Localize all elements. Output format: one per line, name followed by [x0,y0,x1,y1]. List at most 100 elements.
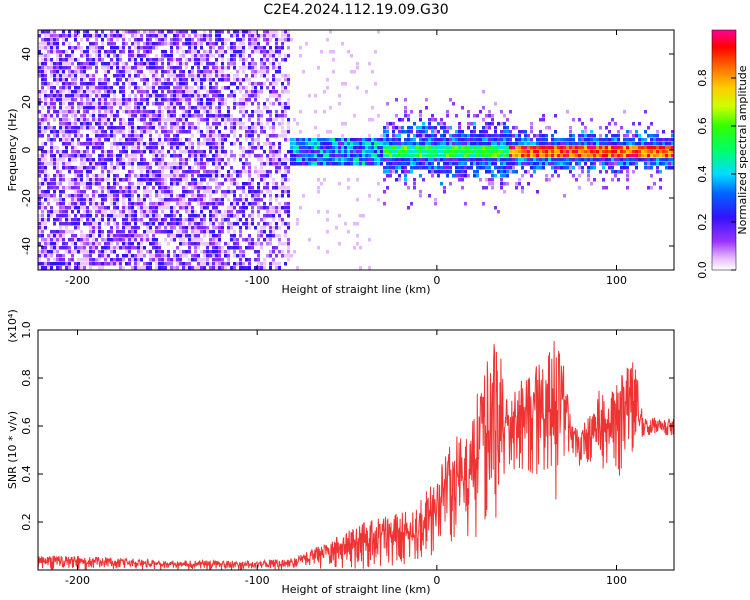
spectrogram-cell [134,190,137,194]
spectrogram-cell [275,66,278,70]
spectrogram-cell [107,138,110,142]
spectrogram-cell [179,146,182,150]
spectrogram-cell [200,42,203,46]
spectrogram-cell [89,42,92,46]
spectrogram-cell [437,162,440,166]
spectrogram-cell [452,154,455,158]
spectrogram-cell [500,110,503,114]
spectrogram-cell [554,166,557,170]
spectrogram-cell [95,162,98,166]
spectrogram-cell [215,110,218,114]
spectrogram-cell [137,50,140,54]
spectrogram-cell [200,98,203,102]
spectrogram-cell [629,158,632,162]
spectrogram-cell [599,126,602,130]
spectrogram-cell [152,86,155,90]
spectrogram-cell [143,110,146,114]
spectrogram-cell [56,74,59,78]
spectrogram-cell [245,266,248,270]
spectrogram-cell [269,162,272,166]
spectrogram-cell [38,154,41,158]
spectrogram-cell [392,146,395,150]
spectrogram-cell [494,174,497,178]
spectrogram-cell [86,134,89,138]
spectrogram-cell [89,182,92,186]
spectrogram-cell [59,198,62,202]
spectrogram-cell [47,118,50,122]
spectrogram-cell [128,170,131,174]
spectrogram-cell [98,130,101,134]
spectrogram-cell [80,118,83,122]
spectrogram-cell [98,206,101,210]
spectrogram-cell [260,122,263,126]
spectrogram-cell [200,150,203,154]
spectrogram-cell [203,162,206,166]
spectrogram-cell [206,54,209,58]
spectrogram-cell [134,106,137,110]
spectrogram-cell [335,138,338,142]
spectrogram-cell [242,202,245,206]
spectrogram-cell [209,34,212,38]
spectrogram-cell [134,238,137,242]
spectrogram-cell [203,218,206,222]
spectrogram-cell [248,94,251,98]
spectrogram-cell [44,162,47,166]
spectrogram-cell [437,154,440,158]
spectrogram-cell [128,246,131,250]
spectrogram-cell [206,134,209,138]
spectrogram-cell [77,130,80,134]
spectrogram-cell [104,154,107,158]
spectrogram-cell [254,202,257,206]
spectrogram-cell [86,102,89,106]
spectrogram-cell [302,162,305,166]
spectrogram-cell [623,146,626,150]
spectrogram-cell [269,206,272,210]
spectrogram-cell [194,214,197,218]
spectrogram-cell [218,30,221,34]
spectrogram-cell [428,166,431,170]
spectrogram-cell [389,174,392,178]
spectrogram-cell [215,114,218,118]
spectrogram-cell [128,46,131,50]
spectrogram-cell [455,166,458,170]
spectrogram-cell [83,54,86,58]
spectrogram-cell [83,122,86,126]
spectrogram-cell [461,174,464,178]
spectrogram-cell [221,222,224,226]
spectrogram-cell [254,62,257,66]
spectrogram-cell [647,146,650,150]
spectrogram-cell [374,158,377,162]
spectrogram-cell [197,122,200,126]
spectrogram-cell [338,158,341,162]
spectrogram-cell [44,178,47,182]
spectrogram-cell [251,58,254,62]
spectrogram-cell [254,70,257,74]
spectrogram-cell [197,98,200,102]
spectrogram-cell [104,50,107,54]
spectrogram-cell [251,190,254,194]
spectrogram-cell [122,30,125,34]
spectrogram-cell [245,90,248,94]
spectrogram-cell [653,182,656,186]
spectrogram-cell [398,126,401,130]
spectrogram-cell [95,46,98,50]
spectrogram-cell [284,162,287,166]
spectrogram-cell [221,46,224,50]
spectrogram-cell [98,142,101,146]
spectrogram-cell [62,130,65,134]
spectrogram-cell [251,134,254,138]
spectrogram-cell [332,142,335,146]
spectrogram-cell [101,254,104,258]
spectrogram-cell [59,102,62,106]
spectrogram-cell [98,58,101,62]
spectrogram-cell [104,206,107,210]
spectrogram-cell [233,202,236,206]
spectrogram-cell [266,58,269,62]
spectrogram-cell [236,70,239,74]
spectrogram-cell [383,138,386,142]
spectrogram-cell [158,226,161,230]
spectrogram-cell [206,34,209,38]
spectrogram-cell [53,126,56,130]
spectrogram-cell [524,146,527,150]
spectrogram-cell [329,146,332,150]
